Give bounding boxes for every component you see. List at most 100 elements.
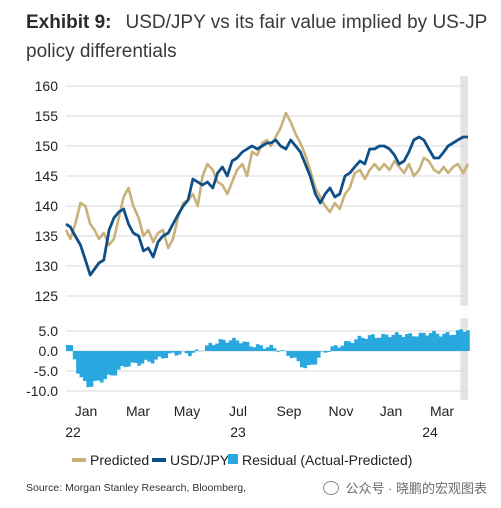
residual-bar (171, 351, 175, 353)
residual-bar (113, 351, 118, 376)
residual-bar (371, 334, 375, 351)
residual-bar (167, 351, 172, 354)
residual-bar (306, 351, 311, 366)
residual-bar (123, 351, 128, 368)
residual-bar (76, 351, 80, 374)
x-tick-label: Nov (329, 403, 354, 419)
residual-bar (69, 345, 74, 351)
residual-bar (96, 351, 101, 381)
residual-bar (106, 351, 111, 375)
residual-bar (367, 335, 372, 351)
residual-bar (143, 351, 148, 360)
residual-bar (293, 351, 297, 358)
price-panel: 160 155 150 145 140 135 130 125 (35, 76, 470, 306)
residual-bar (86, 351, 91, 388)
x-tick-label: Mar (126, 403, 150, 419)
y-tick-label: -10.0 (26, 383, 58, 399)
x-tick-label: Jan (75, 403, 98, 419)
shaded-region-top (460, 76, 468, 306)
residual-bar (459, 329, 463, 351)
residual-bar (164, 351, 169, 358)
residual-bar (249, 346, 253, 351)
residual-bar (445, 331, 450, 351)
y-tick-label: 130 (35, 258, 59, 274)
residual-bar (452, 334, 457, 351)
x-year-label: 22 (65, 424, 81, 440)
y-tick-label: 125 (35, 288, 59, 304)
y-tick-label: 135 (35, 228, 59, 244)
residual-bar (354, 339, 358, 351)
y-tick-label: 140 (35, 198, 59, 214)
residual-bar (174, 351, 179, 356)
residual-bar (384, 334, 389, 351)
residual-bar (421, 332, 426, 351)
watermark-text: 公众号 · 晓鹏的宏观图表 (345, 481, 487, 496)
residual-bar (252, 347, 257, 351)
residual-bar (398, 334, 402, 351)
residual-bar (418, 332, 423, 351)
residual-bar (130, 351, 135, 363)
residual-bar (242, 341, 246, 351)
residual-bar (79, 351, 84, 378)
residual-bar (286, 351, 291, 356)
x-tick-label: Sep (277, 403, 302, 419)
residual-bar (340, 345, 345, 351)
residual-panel: 5.0 0.0 -5.0 -10.0 (26, 318, 470, 400)
x-tick-label: Jul (229, 403, 247, 419)
residual-bar (184, 351, 189, 354)
residual-bar (296, 351, 301, 362)
residual-bar (405, 334, 409, 351)
residual-bar (157, 351, 162, 357)
series-line-predicted (64, 111, 470, 250)
residual-bar (466, 330, 470, 351)
residual-bar (432, 330, 436, 351)
x-tick-label: Jan (380, 403, 403, 419)
residual-bar (289, 351, 294, 359)
residual-bar (177, 351, 182, 355)
x-axis: Jan Mar May Jul Sep Nov Jan Mar 22 23 24 (65, 403, 454, 440)
residual-bar (262, 348, 267, 351)
residual-bar (269, 344, 274, 351)
residual-bar (137, 351, 141, 366)
residual-bar (235, 340, 240, 351)
residual-bar (133, 351, 138, 363)
x-year-label: 24 (422, 424, 438, 440)
residual-bar (82, 351, 87, 381)
legend: Predicted USD/JPY Residual (Actual-Predict… (72, 452, 412, 468)
residual-bar (394, 332, 399, 351)
residual-bar (255, 344, 260, 351)
series-line-usdjpy (65, 135, 468, 277)
residual-bar (66, 345, 70, 351)
residual-bar (188, 351, 192, 357)
title-text: USD/JPY vs its fair value implied by US-… (26, 12, 487, 62)
residual-bar (316, 351, 321, 358)
residual-bar (455, 330, 460, 351)
residual-bar (374, 337, 379, 351)
residual-bar (221, 339, 226, 351)
residual-bar (279, 350, 284, 351)
residual-bar (330, 346, 335, 351)
residual-bar (449, 335, 453, 351)
residual-bar (225, 342, 230, 351)
residual-bar (323, 351, 328, 353)
residual-bar (344, 341, 348, 351)
residual-bar (438, 336, 443, 351)
legend-label: USD/JPY (170, 452, 230, 468)
residual-bar (191, 351, 196, 353)
chart-title: Exhibit 9: USD/JPY vs its fair value impl… (26, 8, 496, 66)
residual-bar (245, 341, 250, 351)
residual-bar (140, 351, 145, 364)
legend-label: Predicted (90, 452, 149, 468)
residual-bar (266, 347, 270, 351)
residual-bar (238, 343, 243, 351)
residual-bar (381, 333, 385, 351)
residual-bar (72, 351, 77, 360)
residual-bar (337, 347, 341, 351)
residual-bar (364, 338, 369, 351)
x-year-label: 23 (230, 424, 246, 440)
y-tick-label: -5.0 (34, 363, 58, 379)
residual-bar (360, 337, 365, 351)
residual-bar (89, 351, 94, 387)
x-tick-label: Mar (430, 403, 454, 419)
